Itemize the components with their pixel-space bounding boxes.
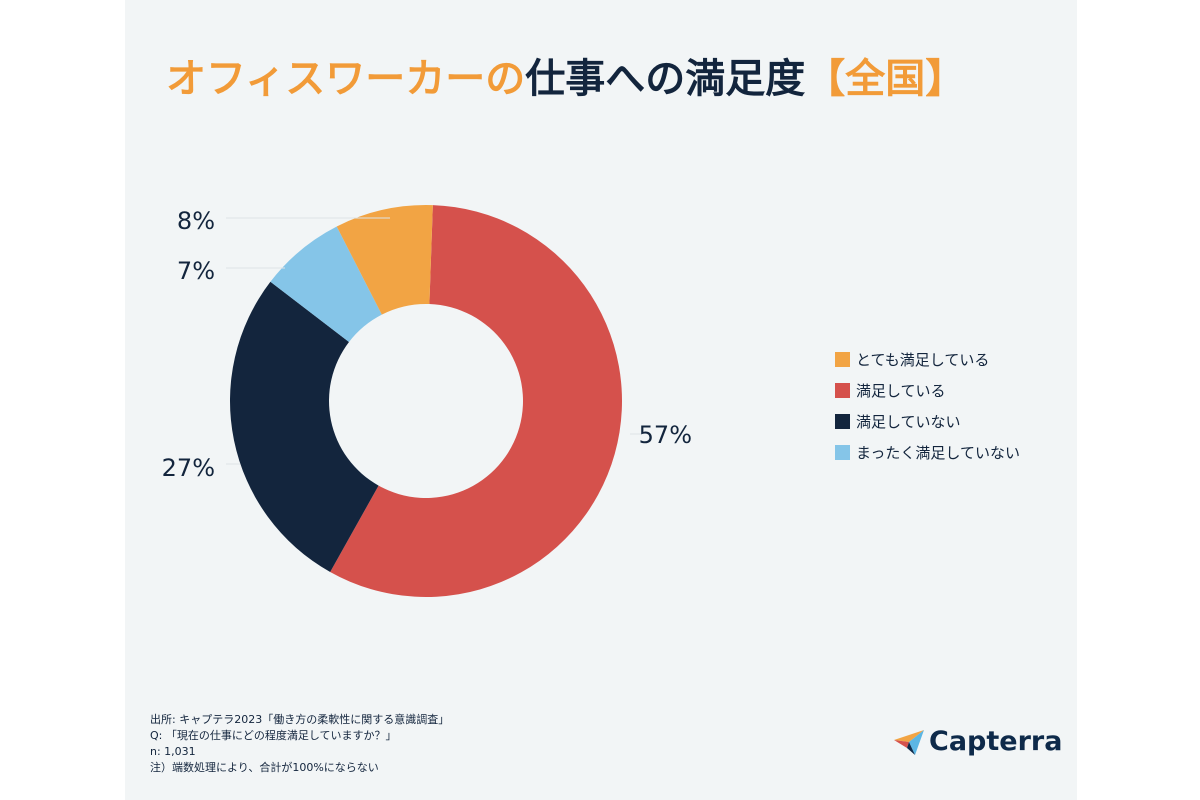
legend-item: 満足している [835,381,1020,400]
footnote-sample-size: n: 1,031 [150,745,196,758]
donut-slice [330,205,623,598]
legend-swatch [835,414,850,429]
capterra-arrow-icon [894,729,924,755]
title-region: 【全国】 [805,56,966,102]
title-main: 仕事への満足度 [525,56,806,102]
footnote-question: Q: 「現在の仕事にどの程度満足していますか？」 [150,729,397,742]
legend-label: とても満足している [856,351,990,369]
legend-label: 満足していない [856,413,961,431]
donut-slice [270,226,382,343]
chart-title: オフィスワーカーの仕事への満足度【全国】 [166,46,1066,104]
donut-slice [230,281,379,572]
legend-swatch [835,445,850,460]
footnotes: 出所: キャプテラ2023「働き方の柔軟性に関する意識調査」 Q: 「現在の仕事… [150,712,449,776]
legend-item: 満足していない [835,412,1020,431]
slice-percent-label: 57% [639,421,692,449]
legend: とても満足している 満足している 満足していない まったく満足していない [835,350,1020,474]
footnote-source: 出所: キャプテラ2023「働き方の柔軟性に関する意識調査」 [150,713,450,726]
slice-percent-label: 27% [162,454,215,482]
logo-text: Capterra [929,726,1063,757]
slice-percent-label: 7% [177,257,215,285]
legend-label: 満足している [856,382,946,400]
slice-percent-label: 8% [177,207,215,235]
legend-swatch [835,352,850,367]
legend-item: まったく満足していない [835,443,1020,462]
legend-swatch [835,383,850,398]
legend-item: とても満足している [835,350,1020,369]
footnote-note: 注）端数処理により、合計が100%にならない [150,761,379,774]
title-highlight: オフィスワーカーの [166,56,526,102]
donut-slice [336,205,433,315]
capterra-logo: Capterra [893,726,1062,757]
legend-label: まったく満足していない [856,444,1020,462]
